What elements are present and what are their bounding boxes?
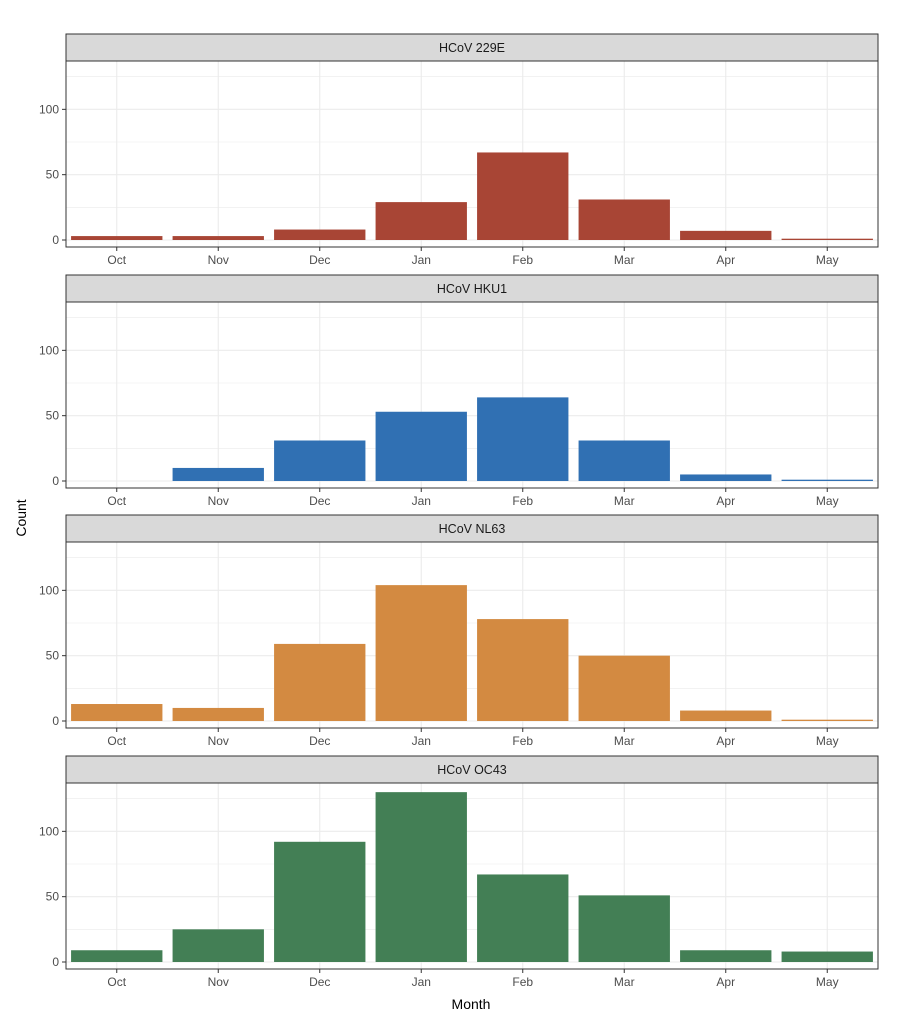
bar: [274, 440, 366, 481]
y-tick-label: 100: [39, 343, 59, 357]
facet-strip: [65, 33, 879, 62]
bar: [71, 704, 163, 721]
x-tick-label: Nov: [208, 253, 229, 267]
x-tick-label: Feb: [512, 253, 533, 267]
facet-title: HCoV NL63: [439, 522, 506, 536]
y-axis-title: Count: [13, 499, 29, 536]
y-tick-label: 0: [52, 955, 59, 969]
x-tick-label: Feb: [512, 494, 533, 508]
x-tick-label: May: [816, 734, 839, 748]
x-tick-label: Feb: [512, 975, 533, 989]
x-tick-label: Apr: [716, 975, 735, 989]
panel-background: [66, 302, 878, 488]
x-tick-label: May: [816, 253, 839, 267]
bar: [375, 585, 467, 721]
facet-strip: [65, 514, 879, 543]
bar: [274, 229, 366, 240]
x-tick-label: Jan: [412, 494, 431, 508]
bar: [578, 655, 670, 721]
x-tick-label: Oct: [107, 975, 126, 989]
bar: [477, 397, 569, 481]
bar: [172, 929, 264, 962]
x-tick-label: Nov: [208, 494, 229, 508]
facet-title: HCoV OC43: [437, 763, 507, 777]
x-tick-label: Apr: [716, 734, 735, 748]
bar: [578, 440, 670, 481]
x-tick-label: Nov: [208, 734, 229, 748]
y-tick-label: 50: [46, 890, 60, 904]
bar: [71, 236, 163, 240]
facet-strip: [65, 755, 879, 784]
y-tick-label: 50: [46, 409, 60, 423]
panel-border: [65, 301, 879, 489]
bar: [172, 467, 264, 481]
bar: [274, 643, 366, 721]
x-tick-label: Nov: [208, 975, 229, 989]
panel-border: [65, 541, 879, 729]
y-tick-label: 100: [39, 583, 59, 597]
bar: [375, 792, 467, 962]
bar: [781, 479, 873, 481]
facet-strip: [65, 274, 879, 303]
bar: [477, 152, 569, 240]
x-tick-label: Mar: [614, 975, 635, 989]
x-tick-label: Dec: [309, 253, 330, 267]
facet-title: HCoV 229E: [439, 41, 505, 55]
bar: [781, 238, 873, 240]
bar: [578, 895, 670, 962]
bar: [781, 951, 873, 962]
x-tick-label: Oct: [107, 494, 126, 508]
x-tick-label: Dec: [309, 734, 330, 748]
bar: [375, 202, 467, 240]
y-tick-label: 100: [39, 102, 59, 116]
bar: [477, 874, 569, 962]
panel-border: [65, 60, 879, 248]
x-tick-label: Mar: [614, 494, 635, 508]
bar: [781, 719, 873, 721]
x-tick-label: Apr: [716, 253, 735, 267]
bar: [680, 710, 772, 721]
bar: [172, 707, 264, 721]
bar: [578, 199, 670, 240]
y-tick-label: 50: [46, 649, 60, 663]
bar: [477, 619, 569, 721]
x-tick-label: Jan: [412, 734, 431, 748]
y-tick-label: 0: [52, 714, 59, 728]
panel-border: [65, 782, 879, 970]
x-tick-label: May: [816, 494, 839, 508]
panel-background: [66, 61, 878, 247]
x-tick-label: May: [816, 975, 839, 989]
y-tick-label: 50: [46, 168, 60, 182]
x-tick-label: Dec: [309, 975, 330, 989]
y-tick-label: 0: [52, 233, 59, 247]
x-tick-label: Oct: [107, 253, 126, 267]
x-axis-title: Month: [452, 996, 491, 1012]
bar: [375, 411, 467, 481]
facet-title: HCoV HKU1: [437, 282, 507, 296]
x-tick-label: Mar: [614, 253, 635, 267]
panel-background: [66, 542, 878, 728]
x-tick-label: Jan: [412, 975, 431, 989]
x-tick-label: Dec: [309, 494, 330, 508]
x-tick-label: Oct: [107, 734, 126, 748]
x-tick-label: Apr: [716, 494, 735, 508]
x-tick-label: Jan: [412, 253, 431, 267]
x-tick-label: Feb: [512, 734, 533, 748]
y-tick-label: 100: [39, 824, 59, 838]
x-tick-label: Mar: [614, 734, 635, 748]
bar: [71, 950, 163, 962]
bar: [680, 474, 772, 481]
y-tick-label: 0: [52, 474, 59, 488]
bar: [680, 950, 772, 962]
bar: [680, 230, 772, 240]
bar: [172, 236, 264, 240]
bar: [274, 841, 366, 962]
